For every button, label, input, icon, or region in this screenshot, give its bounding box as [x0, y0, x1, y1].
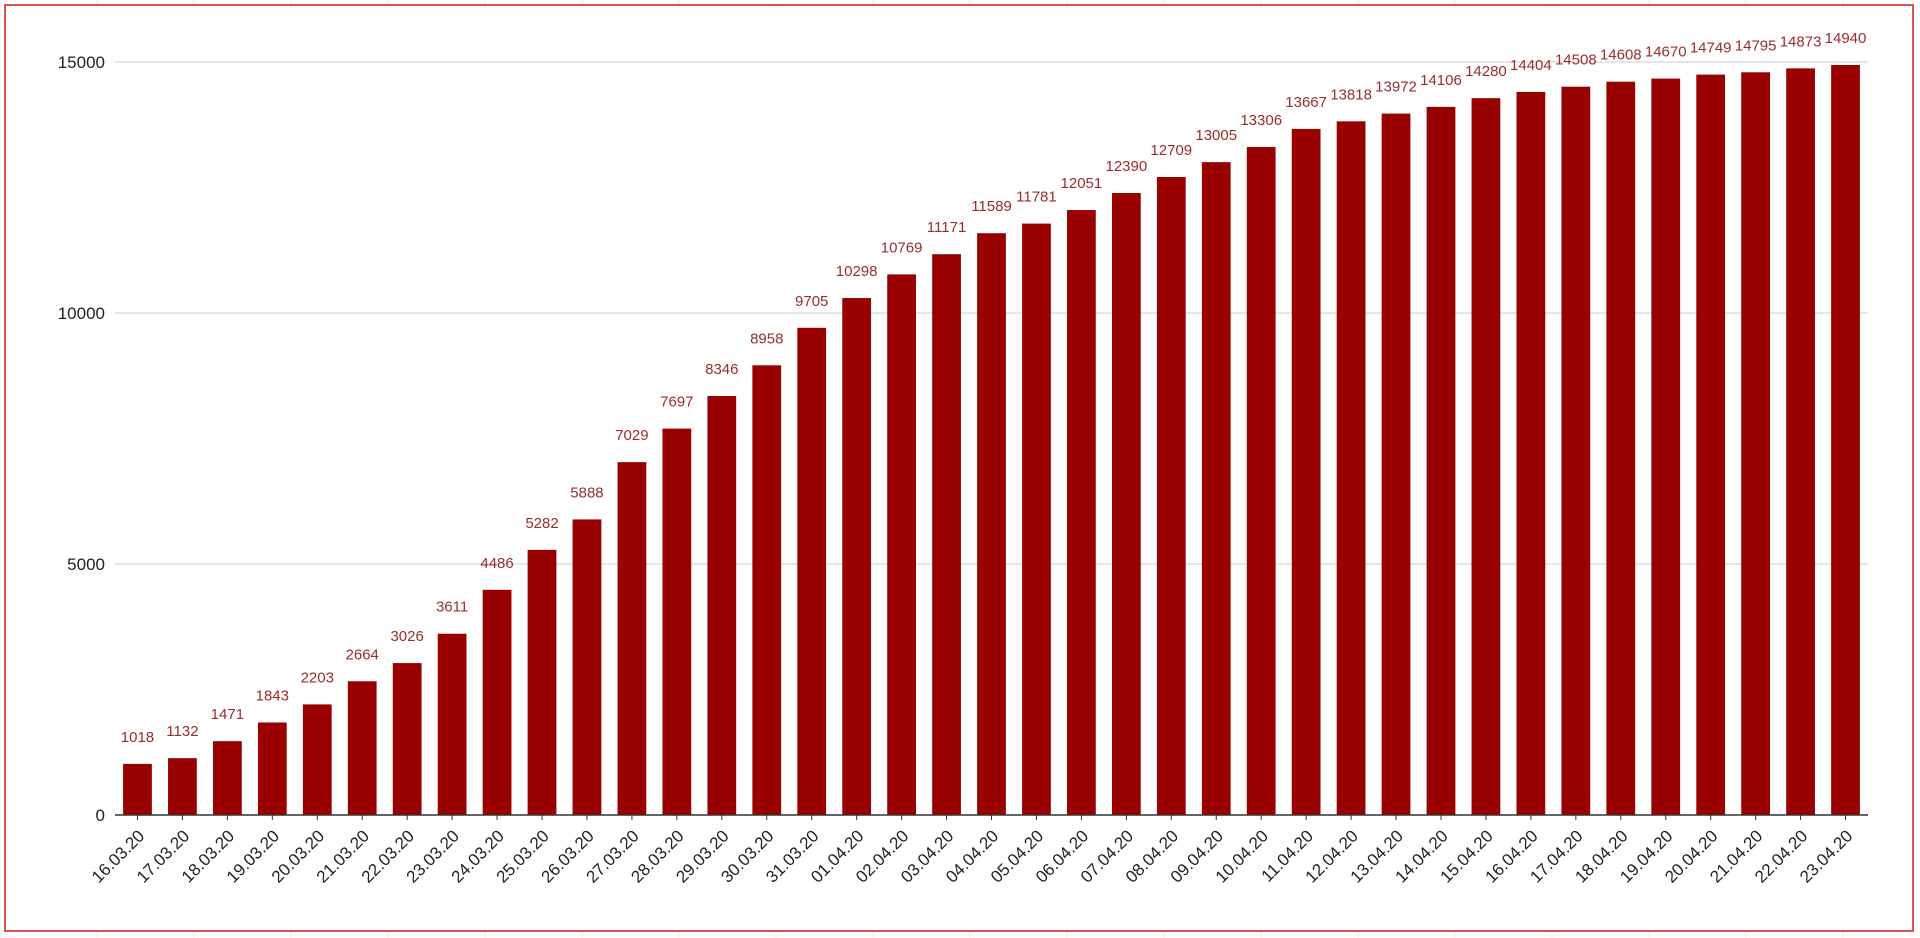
data-label: 14508 [1555, 52, 1597, 69]
bars [123, 65, 1860, 816]
bar [347, 681, 377, 815]
bar [752, 365, 782, 815]
data-label: 3611 [436, 599, 468, 616]
data-label: 14280 [1465, 63, 1507, 80]
bar [887, 274, 916, 815]
bar [257, 722, 287, 815]
data-label: 12390 [1105, 158, 1147, 175]
data-label: 14670 [1645, 44, 1687, 61]
bar [932, 254, 961, 815]
data-label: 14404 [1510, 57, 1552, 74]
data-label: 11171 [927, 219, 967, 236]
data-label: 13667 [1285, 94, 1327, 111]
bar [977, 233, 1006, 816]
bar [1606, 81, 1636, 815]
bar [1651, 78, 1681, 816]
y-tick-label: 15000 [58, 53, 105, 72]
data-label: 2203 [301, 669, 334, 686]
bar [1067, 210, 1096, 815]
data-label: 8346 [705, 361, 738, 378]
data-label: 14608 [1600, 47, 1642, 64]
bar [1022, 223, 1051, 815]
bar [797, 327, 827, 815]
data-label: 1132 [166, 723, 198, 740]
bar [1336, 121, 1366, 815]
data-label: 12709 [1150, 142, 1192, 159]
data-label: 1843 [256, 687, 289, 704]
bar [1246, 147, 1276, 815]
y-tick-label: 5000 [67, 555, 105, 574]
bar [168, 758, 197, 815]
x-axis-ticks: 16.03.2017.03.2018.03.2019.03.2020.03.20… [88, 815, 1856, 887]
data-label: 13005 [1195, 127, 1237, 144]
bar [1291, 128, 1321, 815]
data-label: 9705 [795, 293, 828, 310]
bar [662, 428, 692, 815]
data-label: 14940 [1825, 30, 1867, 47]
data-label: 7029 [615, 427, 648, 444]
data-label: 10298 [836, 263, 878, 280]
bar [1696, 74, 1726, 815]
data-label: 8958 [750, 330, 783, 347]
bar [123, 763, 152, 815]
data-label: 3026 [390, 628, 423, 645]
y-tick-label: 10000 [58, 304, 105, 323]
data-label: 7697 [660, 394, 693, 411]
bar [1786, 68, 1815, 816]
data-label: 12051 [1061, 175, 1103, 192]
y-axis-ticks: 0 5000 10000 15000 [58, 53, 105, 825]
bar [1471, 98, 1501, 816]
data-label: 14873 [1780, 33, 1822, 50]
data-label: 11781 [1016, 189, 1057, 206]
bar [707, 396, 737, 815]
bar [437, 633, 467, 815]
bar [482, 589, 512, 815]
data-label: 13306 [1240, 112, 1282, 129]
bar [1201, 162, 1231, 816]
bar [1741, 72, 1771, 815]
data-label: 14795 [1735, 37, 1777, 54]
bar [212, 741, 242, 815]
bar [842, 298, 872, 815]
bar [302, 704, 332, 815]
data-label: 14106 [1420, 72, 1462, 89]
data-label: 1018 [121, 729, 154, 746]
bar [1516, 91, 1546, 816]
data-label: 10769 [881, 239, 923, 256]
bar [392, 663, 422, 815]
bar [1831, 65, 1860, 815]
bar [1156, 177, 1186, 816]
bar [1426, 106, 1456, 816]
bar [1111, 193, 1141, 816]
bar [527, 549, 557, 815]
data-label: 11589 [971, 198, 1012, 215]
data-label: 14749 [1690, 40, 1732, 57]
data-label: 4486 [480, 555, 513, 572]
data-label: 2664 [346, 646, 379, 663]
data-label: 13972 [1375, 79, 1417, 96]
data-label: 1471 [211, 706, 244, 723]
data-labels: 1018 1132 1471 1843 2203 2664 3026 3611 4486 5282… [121, 30, 1867, 746]
data-label: 5888 [570, 484, 603, 501]
data-label: 5282 [525, 515, 558, 532]
bar [617, 462, 647, 815]
bar [572, 519, 602, 815]
data-label: 13818 [1330, 86, 1372, 103]
bar [1381, 113, 1411, 816]
y-tick-label: 0 [96, 806, 105, 825]
bar [1561, 86, 1591, 815]
